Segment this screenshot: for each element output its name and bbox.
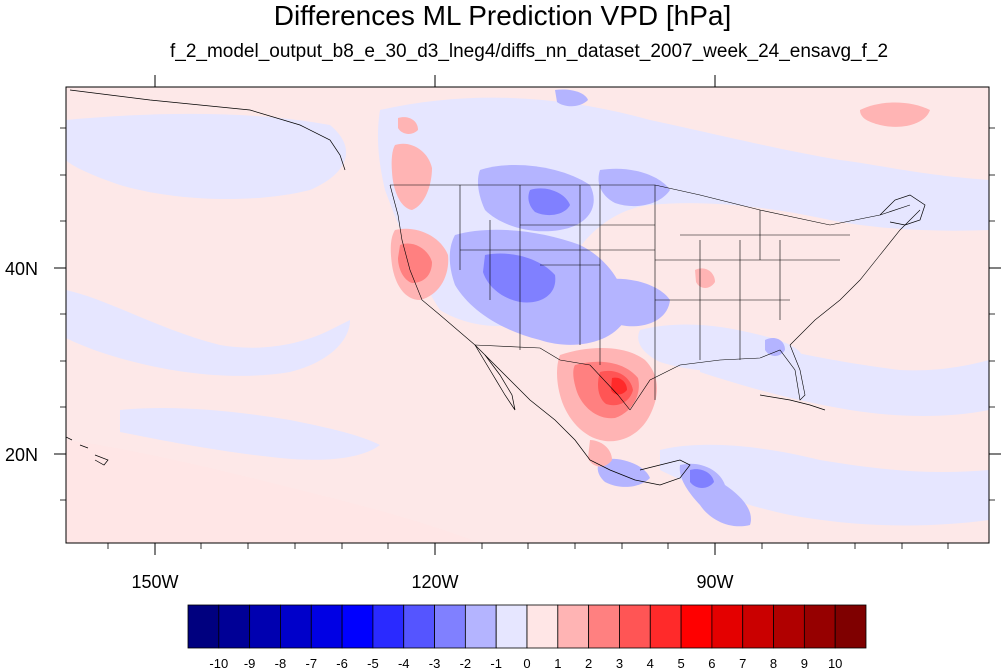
colorbar-label: 5 bbox=[677, 656, 684, 671]
south-mexico-blue bbox=[597, 458, 650, 487]
eastern-pacific-light-red bbox=[66, 440, 480, 543]
colorbar-swatch bbox=[526, 604, 559, 649]
baja-coast bbox=[474, 344, 516, 411]
colorbar-label: 4 bbox=[647, 656, 654, 671]
rockies-dark-blue bbox=[528, 188, 570, 216]
lon-label-120w: 120W bbox=[411, 572, 458, 592]
lon-label-150w: 150W bbox=[131, 572, 178, 592]
colorbar: -10 -9 -8 -7 -6 -5 -4 -3 -2 -1 0 1 2 3 4 5 6 7 8 9 10 bbox=[187, 604, 867, 671]
axis-ticks bbox=[54, 75, 1001, 555]
west-coast bbox=[389, 184, 476, 346]
east-coast bbox=[789, 209, 921, 346]
colorbar-swatch bbox=[803, 604, 836, 649]
colorbar-swatch bbox=[187, 604, 220, 649]
colorbar-label: 2 bbox=[585, 656, 592, 671]
dark-blue-regions bbox=[483, 188, 714, 488]
colorbar-label: 0 bbox=[523, 656, 530, 671]
colorbar-swatch bbox=[557, 604, 590, 649]
canada-red-spot bbox=[398, 117, 418, 134]
colorbar-swatch bbox=[834, 604, 867, 649]
colorbar-label: -8 bbox=[275, 656, 287, 671]
colorbar-swatch bbox=[341, 604, 374, 649]
alaska-coast bbox=[69, 89, 346, 171]
colorbar-label: -7 bbox=[305, 656, 317, 671]
colorbar-label: -2 bbox=[460, 656, 472, 671]
colorbar-label: -4 bbox=[398, 656, 410, 671]
west-pacific-blue-band bbox=[66, 290, 350, 376]
colorbar-swatch bbox=[619, 604, 651, 649]
colorbar-swatch bbox=[680, 604, 713, 649]
canada-east-coast bbox=[879, 194, 926, 226]
map-subtitle: f_2_model_output_b8_e_30_d3_lneg4/diffs_… bbox=[169, 41, 889, 62]
colorbar-swatch bbox=[434, 604, 466, 649]
colorbar-label: -3 bbox=[429, 656, 441, 671]
colorbar-label: 1 bbox=[554, 656, 561, 671]
colorbar-label: 8 bbox=[770, 656, 777, 671]
colorbar-swatch bbox=[372, 604, 405, 649]
colorbar-label: 9 bbox=[801, 656, 808, 671]
california-dark-red bbox=[398, 243, 432, 283]
minor-ticks bbox=[60, 127, 995, 549]
interior-lines bbox=[459, 185, 850, 400]
coastlines bbox=[66, 89, 926, 486]
colorbar-swatch bbox=[464, 604, 497, 649]
mexico-border bbox=[474, 344, 631, 411]
great-plains-blue bbox=[598, 278, 670, 327]
lat-label-40n: 40N bbox=[5, 259, 38, 279]
plot-frame bbox=[65, 86, 990, 544]
colorbar-swatch bbox=[218, 604, 251, 649]
colorbar-swatch bbox=[495, 604, 528, 649]
colorbar-label: 6 bbox=[708, 656, 715, 671]
pacific-northwest-red bbox=[391, 143, 432, 210]
lat-label-20n: 20N bbox=[5, 445, 38, 465]
mexico-dark-blue bbox=[690, 469, 714, 488]
north-pacific-blue-patch bbox=[66, 113, 347, 200]
colorbar-swatch bbox=[773, 604, 805, 649]
hawaii-islands bbox=[66, 436, 109, 466]
colorbar-swatch bbox=[742, 604, 774, 649]
mexico-coast bbox=[474, 344, 691, 486]
cuba-coast bbox=[759, 394, 826, 411]
gulf-coast bbox=[629, 344, 806, 411]
colorbar-swatch bbox=[310, 604, 343, 649]
map-title: Differences ML Prediction VPD [hPa] bbox=[273, 0, 732, 31]
colorbar-label: -1 bbox=[490, 656, 502, 671]
florida-blue bbox=[765, 338, 785, 356]
colorbar-swatch bbox=[280, 604, 312, 649]
northeast-blue bbox=[598, 168, 670, 207]
colorbar-label: 3 bbox=[616, 656, 623, 671]
great-basin-dark-blue bbox=[483, 253, 556, 303]
canada-blue-spot bbox=[555, 89, 588, 107]
dark-red-regions bbox=[398, 243, 639, 419]
subtropical-pacific-blue bbox=[120, 408, 380, 460]
caribbean-blue bbox=[660, 444, 989, 526]
eastern-canada-red bbox=[860, 102, 930, 127]
colorbar-label: -6 bbox=[336, 656, 348, 671]
colorbar-label: 7 bbox=[739, 656, 746, 671]
colorbar-label: -9 bbox=[244, 656, 256, 671]
colorbar-swatch bbox=[649, 604, 682, 649]
colorbar-swatch bbox=[711, 604, 744, 649]
light-red-regions bbox=[66, 440, 480, 543]
colorbar-swatch bbox=[249, 604, 281, 649]
colorbar-label: 10 bbox=[828, 656, 842, 671]
lon-label-90w: 90W bbox=[696, 572, 733, 592]
texas-south-red bbox=[588, 440, 612, 467]
colorbar-swatch bbox=[403, 604, 435, 649]
gulf-blue bbox=[638, 324, 803, 373]
texas-peak-red bbox=[611, 377, 627, 395]
colorbar-label: -10 bbox=[209, 656, 228, 671]
colorbar-swatch bbox=[588, 604, 620, 649]
colorbar-label: -5 bbox=[367, 656, 379, 671]
